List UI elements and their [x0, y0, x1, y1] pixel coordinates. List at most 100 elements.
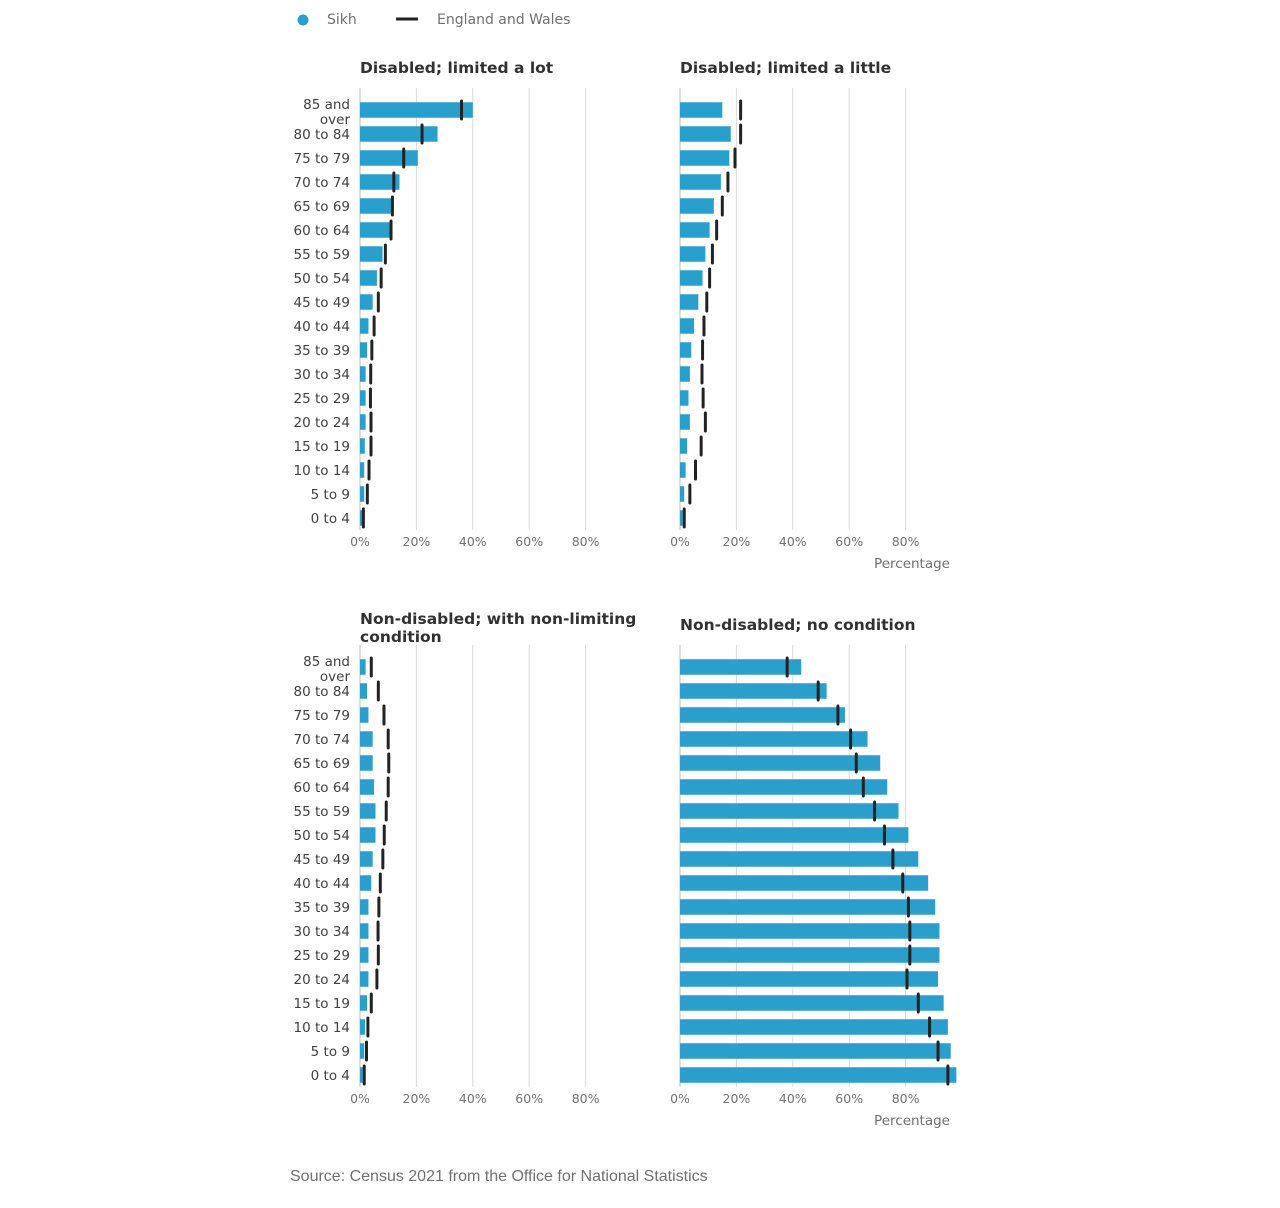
category-label-line: 85 and: [303, 97, 350, 113]
x-tick-label: 0%: [670, 1091, 690, 1106]
panel-title: Non-disabled; no condition: [680, 616, 916, 634]
category-label: 0 to 4: [311, 1068, 350, 1084]
sikh-bar: [360, 755, 373, 771]
source-note: Source: Census 2021 from the Office for …: [290, 1168, 708, 1185]
category-label: 5 to 9: [311, 1044, 350, 1060]
sikh-bar: [680, 923, 940, 939]
sikh-bar: [680, 1043, 951, 1059]
sikh-bar: [360, 1019, 366, 1035]
x-tick-label: 80%: [892, 534, 920, 549]
sikh-bar: [680, 995, 944, 1011]
category-label: 65 to 69: [294, 199, 351, 215]
x-tick-label: 20%: [723, 534, 751, 549]
category-label: 40 to 44: [294, 876, 351, 892]
legend: Sikh England and Wales: [297, 12, 570, 28]
sikh-bar: [360, 150, 418, 166]
sikh-bar: [680, 827, 909, 843]
sikh-bar: [360, 510, 363, 526]
sikh-bar: [360, 222, 390, 238]
sikh-bar: [360, 899, 369, 915]
panels: Disabled; limited a lot 0% 20% 40% 60% 80% 85 …: [294, 59, 957, 1129]
x-tick-label: 0%: [350, 1091, 370, 1106]
sikh-bar: [680, 971, 939, 987]
sikh-bar: [360, 390, 366, 406]
category-label: 35 to 39: [294, 900, 351, 916]
sikh-bar: [680, 126, 731, 142]
sikh-bar: [680, 875, 929, 891]
sikh-bar: [680, 1019, 948, 1035]
panel-title-line: condition: [360, 628, 442, 646]
x-tick-label: 40%: [779, 534, 807, 549]
sikh-bar: [360, 366, 366, 382]
x-tick-label: 20%: [403, 534, 431, 549]
category-label: 70 to 74: [294, 732, 351, 748]
category-label: 0 to 4: [311, 511, 350, 527]
sikh-bar: [360, 683, 368, 699]
sikh-bar: [680, 294, 699, 310]
sikh-bar: [680, 318, 695, 334]
panel-title-line: Non-disabled; with non-limiting: [360, 610, 636, 628]
legend-ew-label: England and Wales: [437, 12, 570, 28]
sikh-bar: [360, 174, 400, 190]
x-tick-label: 0%: [670, 534, 690, 549]
sikh-bar: [680, 486, 685, 502]
sikh-bar: [360, 875, 372, 891]
x-tick-label: 40%: [459, 1091, 487, 1106]
sikh-bar: [360, 318, 369, 334]
category-label: 80 to 84: [294, 684, 351, 700]
sikh-bar: [360, 294, 373, 310]
category-label: 55 to 59: [294, 247, 351, 263]
sikh-bar: [360, 414, 366, 430]
category-label: 5 to 9: [311, 487, 350, 503]
category-label: 40 to 44: [294, 319, 351, 335]
panel-title: Disabled; limited a lot: [360, 59, 554, 77]
category-label: 25 to 29: [294, 391, 351, 407]
category-label: 45 to 49: [294, 295, 351, 311]
sikh-bar: [360, 126, 438, 142]
sikh-bar: [360, 438, 365, 454]
x-tick-label: 60%: [835, 534, 863, 549]
sikh-bar: [360, 659, 366, 675]
category-label: 60 to 64: [294, 780, 351, 796]
category-label: 30 to 34: [294, 367, 351, 383]
sikh-bar: [680, 947, 940, 963]
category-label: 35 to 39: [294, 343, 351, 359]
sikh-bar: [680, 174, 721, 190]
sikh-bar: [360, 486, 365, 502]
sikh-bar: [680, 198, 714, 214]
sikh-bar: [360, 923, 369, 939]
sikh-bar: [360, 803, 376, 819]
category-label: 10 to 14: [294, 1020, 351, 1036]
sikh-bar: [680, 270, 703, 286]
sikh-bar: [360, 270, 377, 286]
category-label: 45 to 49: [294, 852, 351, 868]
sikh-bar: [360, 851, 373, 867]
sikh-bar: [360, 1067, 363, 1083]
x-tick-label: 0%: [350, 534, 370, 549]
panel-1: Disabled; limited a lot 0% 20% 40% 60% 80% 85 …: [294, 59, 600, 549]
x-tick-label: 20%: [723, 1091, 751, 1106]
x-tick-label: 60%: [515, 1091, 543, 1106]
sikh-bar: [360, 707, 369, 723]
category-label: 15 to 19: [294, 439, 351, 455]
sikh-bar: [360, 779, 375, 795]
sikh-bar: [680, 438, 688, 454]
sikh-bar: [680, 899, 936, 915]
sikh-bar: [680, 246, 706, 262]
category-label: 55 to 59: [294, 804, 351, 820]
x-tick-label: 20%: [403, 1091, 431, 1106]
sikh-bar: [680, 222, 710, 238]
sikh-bar: [680, 755, 881, 771]
category-label-line: over: [320, 112, 351, 128]
sikh-bar: [680, 462, 686, 478]
category-label: 85 and over: [303, 97, 350, 128]
category-label: 70 to 74: [294, 175, 351, 191]
panel-3: Non-disabled; with non-limiting condition…: [294, 610, 637, 1106]
sikh-bar: [680, 707, 845, 723]
legend-sikh-marker: [297, 14, 309, 26]
category-label: 30 to 34: [294, 924, 351, 940]
sikh-bar: [680, 731, 868, 747]
legend-sikh-label: Sikh: [327, 12, 357, 28]
category-label: 85 and over: [303, 654, 350, 685]
